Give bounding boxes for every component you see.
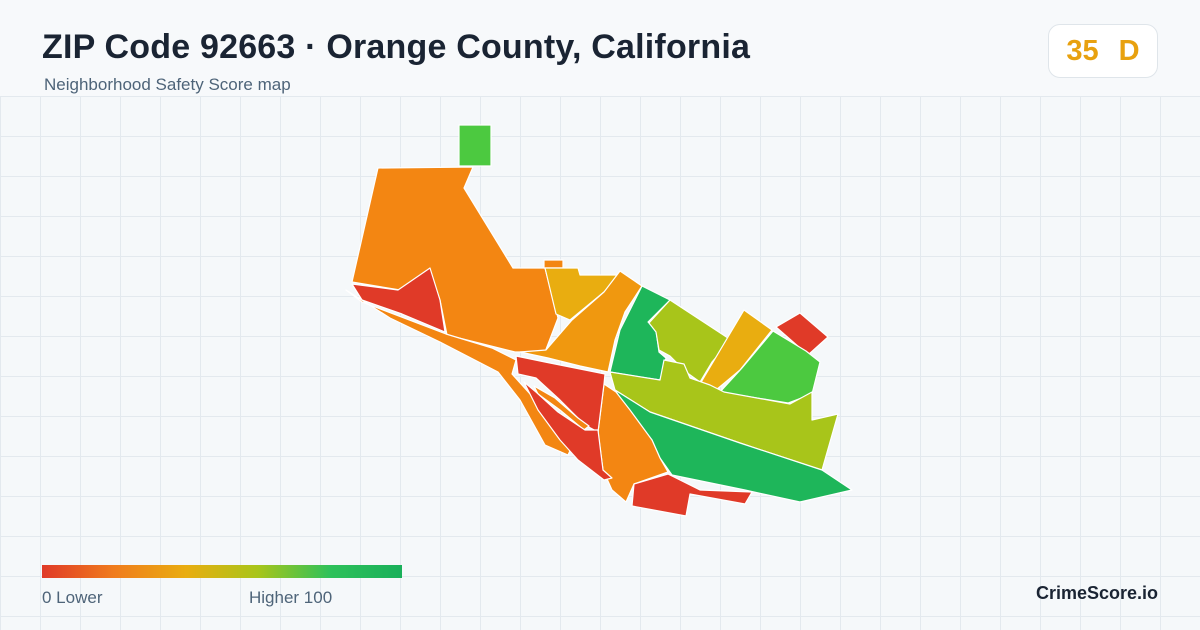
legend-gradient-bar [42, 565, 402, 578]
score-value: 35 [1066, 34, 1099, 67]
region-central-red[interactable] [515, 355, 606, 433]
region-east-yellow[interactable] [699, 309, 773, 391]
region-small-notch[interactable] [543, 259, 564, 269]
legend-high-label: Higher 100 [249, 588, 333, 607]
page-title: ZIP Code 92663 · Orange County, Californ… [42, 28, 751, 66]
legend-low-label: 0 Lower [42, 588, 103, 607]
region-northwest-large[interactable] [351, 166, 559, 353]
region-central-wedge[interactable] [519, 270, 643, 373]
region-north-parcel[interactable] [458, 124, 492, 167]
header-band [0, 0, 1200, 97]
safety-score-badge: 35 D [1048, 24, 1158, 78]
region-west-pocket[interactable] [351, 267, 446, 333]
region-south-strip-red[interactable] [631, 473, 753, 517]
brand-name[interactable]: CrimeScore.io [1035, 583, 1158, 603]
region-central-green[interactable] [609, 285, 671, 381]
score-grade: D [1118, 34, 1140, 67]
region-south-red[interactable] [523, 381, 613, 481]
page-subtitle: Neighborhood Safety Score map [44, 75, 291, 94]
